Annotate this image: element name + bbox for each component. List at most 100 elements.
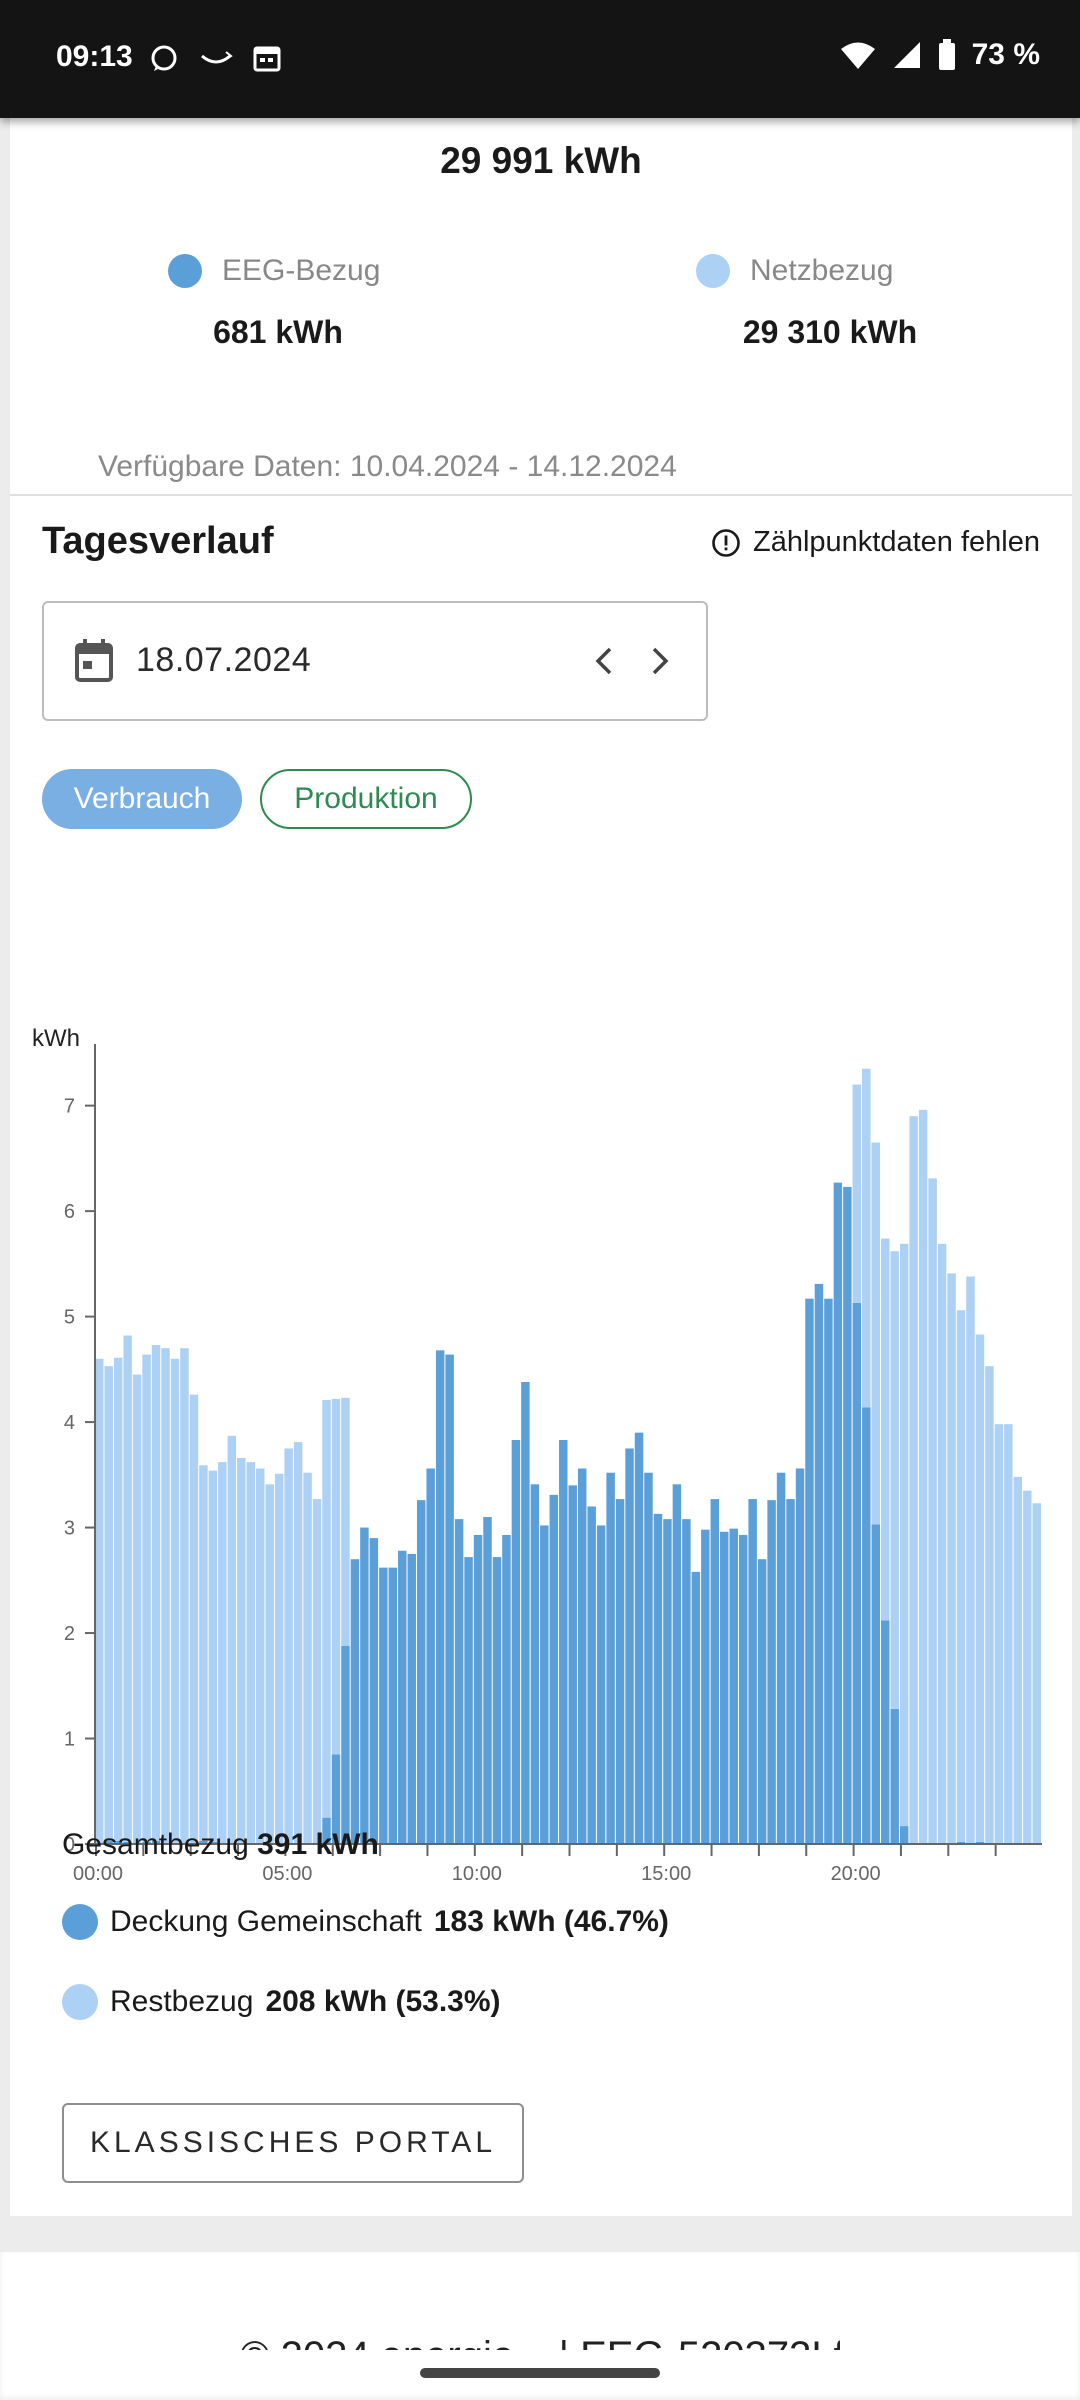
- notification-icons: [148, 42, 282, 74]
- eeg-label: EEG-Bezug: [222, 254, 381, 287]
- bar-rest: [142, 1354, 151, 1842]
- bar-community: [464, 1557, 473, 1844]
- bar-community: [644, 1472, 653, 1844]
- daily-consumption-chart: kWh 0 1 2 3 4 5 6 7 00:00 05:00 10:00 15:00 20:00: [32, 1025, 1042, 1885]
- bar-community: [492, 1557, 502, 1844]
- bar-community: [416, 1500, 426, 1844]
- classic-portal-button[interactable]: KLASSISCHES PORTAL: [62, 2103, 524, 2183]
- bar-rest: [994, 1424, 1004, 1844]
- bar-community: [473, 1534, 483, 1844]
- previous-day-button[interactable]: [592, 643, 616, 679]
- gesture-navigation-bar[interactable]: [420, 2368, 660, 2378]
- bar-community: [379, 1567, 388, 1844]
- bar-community: [625, 1448, 634, 1844]
- battery-icon: [938, 39, 955, 70]
- bar-community: [729, 1528, 738, 1844]
- bar-community: [360, 1527, 369, 1844]
- bar-community: [549, 1494, 559, 1844]
- divider: [10, 494, 1072, 496]
- bar-community: [530, 1484, 540, 1844]
- legend-net: Netzbezug: [696, 254, 893, 288]
- system-icons: 73 %: [840, 38, 1040, 72]
- bar-rest: [947, 1273, 956, 1844]
- community-color-dot: [62, 1904, 98, 1940]
- bar-community: [767, 1500, 776, 1844]
- content-card: 29 991 kWh EEG-Bezug 681 kWh Netzbezug 2…: [10, 118, 1072, 2216]
- x-tick-label: 20:00: [831, 1863, 881, 1885]
- bar-rest: [189, 1394, 199, 1844]
- bar-community: [199, 1840, 208, 1844]
- bar-community: [672, 1484, 682, 1844]
- bar-community: [899, 1826, 909, 1844]
- bar-rest: [218, 1462, 227, 1844]
- eeg-color-dot: [168, 254, 202, 288]
- bar-rest: [255, 1468, 265, 1844]
- bar-rest: [928, 1178, 937, 1844]
- smile-arrow-icon: [201, 51, 233, 64]
- community-label: Deckung Gemeinschaft: [110, 1905, 422, 1938]
- tab-consumption[interactable]: Verbrauch: [42, 769, 242, 829]
- bar-community: [435, 1350, 445, 1844]
- bar-community: [757, 1559, 767, 1844]
- bar-community: [445, 1354, 454, 1844]
- calendar-app-icon: [253, 46, 281, 72]
- bar-rest: [151, 1345, 161, 1841]
- missing-data-warning[interactable]: Zählpunktdaten fehlen: [711, 526, 1040, 559]
- bar-community: [426, 1468, 435, 1844]
- bar-rest: [284, 1448, 293, 1844]
- bar-rest: [132, 1374, 142, 1844]
- bar-rest: [918, 1109, 928, 1844]
- bar-community: [871, 1524, 881, 1844]
- tab-production[interactable]: Produktion: [260, 769, 472, 829]
- date-picker[interactable]: 18.07.2024: [42, 601, 708, 721]
- bar-rest: [966, 1276, 975, 1844]
- eeg-value: 681 kWh: [213, 314, 343, 350]
- bar-community: [663, 1519, 672, 1844]
- bar-community: [151, 1840, 161, 1844]
- bar-community: [795, 1468, 805, 1844]
- bar-community: [738, 1534, 748, 1844]
- bar-community: [388, 1567, 398, 1844]
- date-value[interactable]: 18.07.2024: [136, 641, 312, 679]
- bar-community: [748, 1499, 757, 1844]
- next-day-button[interactable]: [648, 643, 672, 679]
- bar-community: [322, 1817, 331, 1844]
- rest-label: Restbezug: [110, 1985, 254, 2018]
- bar-rest: [862, 1068, 871, 1408]
- bar-rest: [1032, 1503, 1041, 1844]
- bar-community: [701, 1529, 710, 1844]
- y-tick-label: 1: [64, 1729, 75, 1751]
- bar-community: [577, 1468, 587, 1844]
- bar-community: [824, 1298, 833, 1844]
- x-tick-label: 00:00: [73, 1863, 123, 1885]
- bar-community: [890, 1708, 899, 1844]
- calendar-icon[interactable]: [74, 639, 114, 683]
- bar-rest: [956, 1310, 966, 1842]
- bar-community: [568, 1485, 577, 1844]
- bar-rest: [341, 1397, 350, 1646]
- footer-text-clip: © 2024 energie... | EEG-520373Lf...: [240, 2332, 840, 2350]
- y-tick-label: 7: [64, 1096, 75, 1118]
- bar-rest: [265, 1484, 274, 1844]
- y-tick-label: 0: [64, 1834, 75, 1856]
- bar-community: [956, 1841, 966, 1844]
- bar-rest: [852, 1084, 862, 1303]
- x-tick-label: 15:00: [641, 1863, 691, 1885]
- y-tick-label: 5: [64, 1307, 75, 1329]
- bar-community: [587, 1506, 596, 1844]
- bar-rest: [871, 1142, 881, 1525]
- bar-community: [369, 1538, 379, 1844]
- legend-eeg: EEG-Bezug: [168, 254, 380, 288]
- bar-rest: [208, 1470, 218, 1842]
- bar-rest: [899, 1243, 909, 1827]
- bar-community: [341, 1645, 350, 1844]
- rest-value: 208 kWh (53.3%): [265, 1985, 501, 2018]
- bar-rest: [237, 1457, 246, 1844]
- total-value: 391 kWh: [257, 1828, 379, 1861]
- bar-rest: [937, 1243, 947, 1844]
- legend-rest: Restbezug 208 kWh (53.3%): [62, 1984, 501, 2020]
- bar-community: [653, 1513, 663, 1844]
- bar-community: [540, 1525, 549, 1844]
- bar-rest: [227, 1435, 237, 1844]
- bar-community: [682, 1519, 691, 1844]
